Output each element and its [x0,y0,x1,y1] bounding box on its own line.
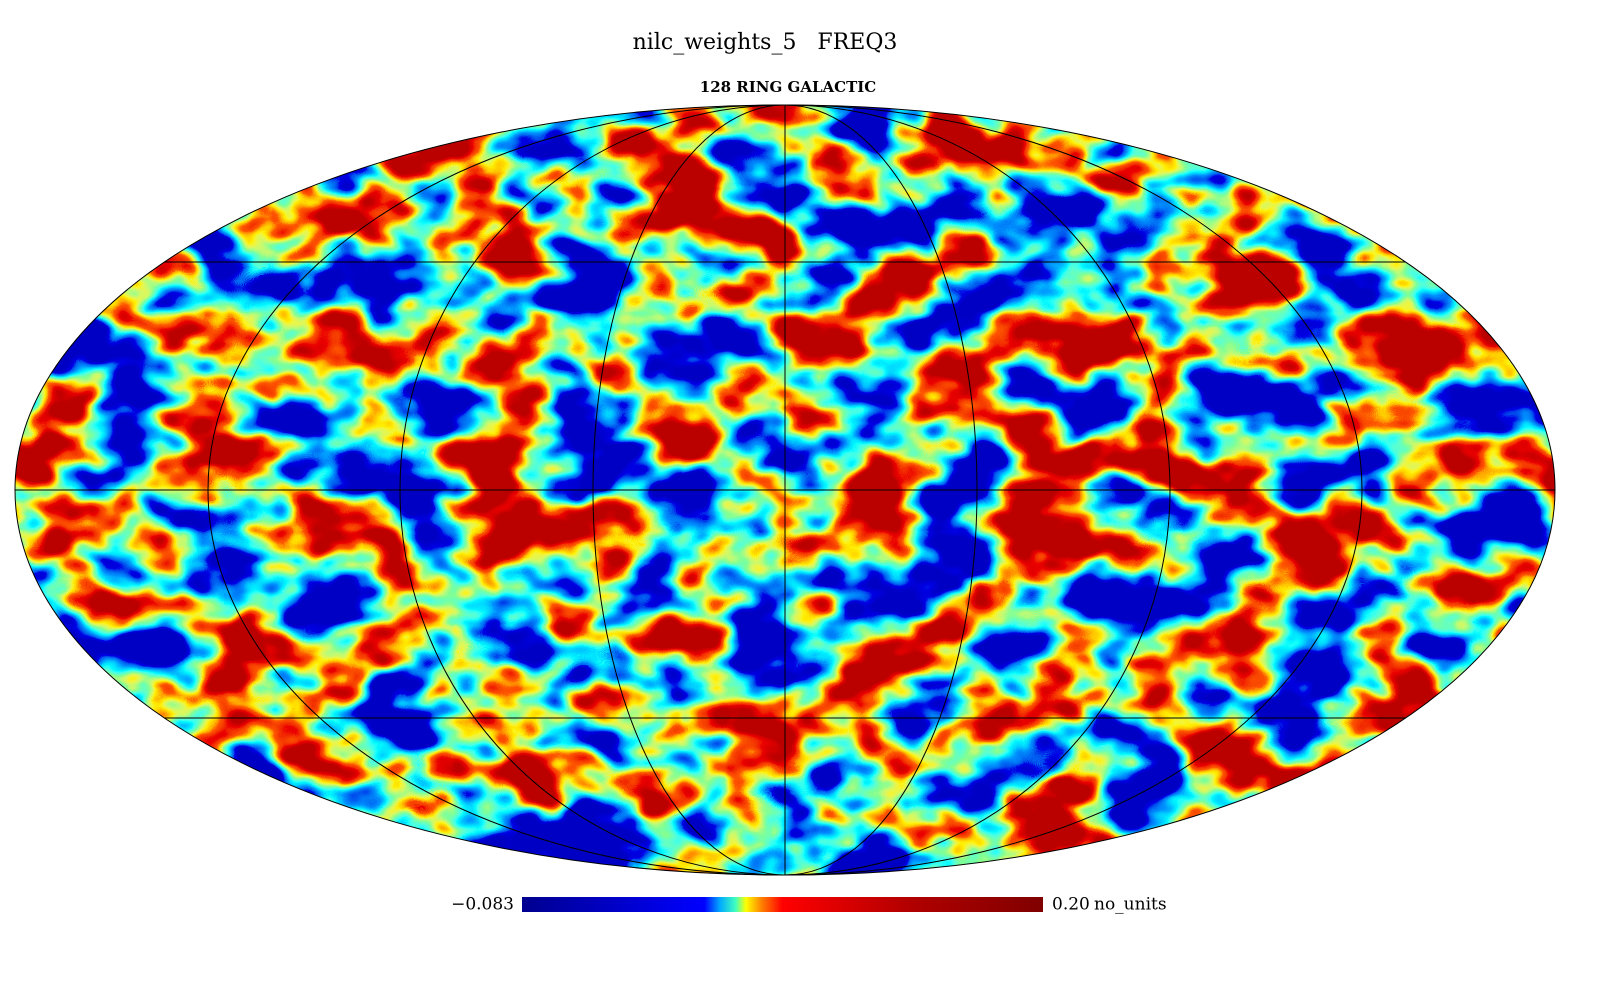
map-title: nilc_weights_5 FREQ3 [633,30,898,55]
graticule [14,104,1556,876]
colorbar [522,897,1043,912]
colorbar-min: −0.083 [451,895,514,915]
map-subtitle: 128 RING GALACTIC [700,78,877,96]
colorbar-max: 0.20 [1052,895,1090,915]
colorbar-units: no_units [1094,895,1167,915]
